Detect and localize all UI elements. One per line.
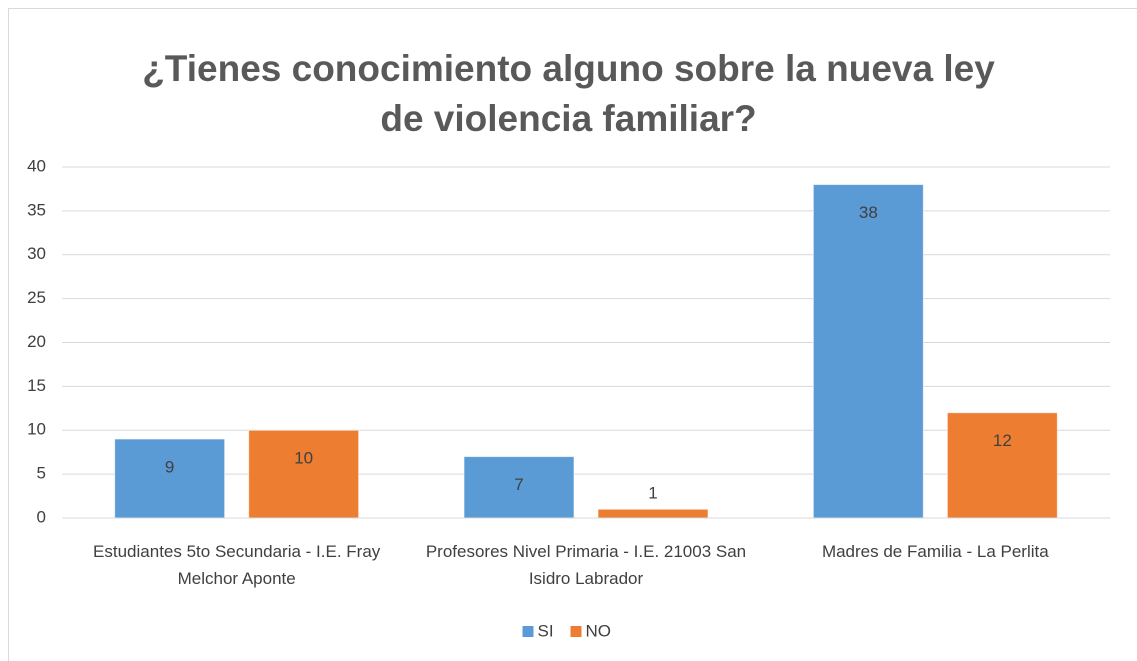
y-tick-label: 15	[27, 376, 46, 395]
bar	[114, 438, 226, 519]
bar	[248, 429, 360, 519]
y-tick-label: 30	[27, 244, 46, 263]
data-label: 10	[294, 449, 313, 468]
bar	[463, 456, 575, 519]
data-label: 7	[514, 475, 523, 494]
bar	[946, 412, 1058, 519]
chart-title: ¿Tienes conocimiento alguno sobre la nue…	[142, 48, 995, 139]
legend-label: NO	[586, 621, 612, 640]
legend-label: SI	[538, 621, 554, 640]
x-tick-label: Madres de Familia - La Perlita	[821, 542, 1049, 561]
y-tick-label: 10	[27, 420, 46, 439]
y-tick-label: 40	[27, 156, 46, 175]
y-tick-label: 25	[27, 288, 46, 307]
x-tick-label: Profesores Nivel Primaria - I.E. 21003 S…	[425, 542, 747, 588]
data-label: 9	[165, 458, 174, 477]
legend-swatch	[522, 626, 534, 637]
data-label: 38	[859, 203, 878, 222]
legend-swatch	[570, 626, 582, 637]
bar	[597, 508, 709, 519]
data-label: 12	[993, 431, 1012, 450]
y-tick-label: 35	[27, 200, 46, 219]
y-tick-label: 5	[37, 464, 46, 483]
data-label: 1	[648, 484, 657, 503]
x-tick-label: Estudiantes 5to Secundaria - I.E. Fray M…	[93, 542, 381, 588]
chart-border	[8, 8, 1137, 661]
bar	[812, 184, 924, 519]
y-tick-label: 20	[27, 332, 46, 351]
y-tick-label: 0	[37, 507, 46, 526]
